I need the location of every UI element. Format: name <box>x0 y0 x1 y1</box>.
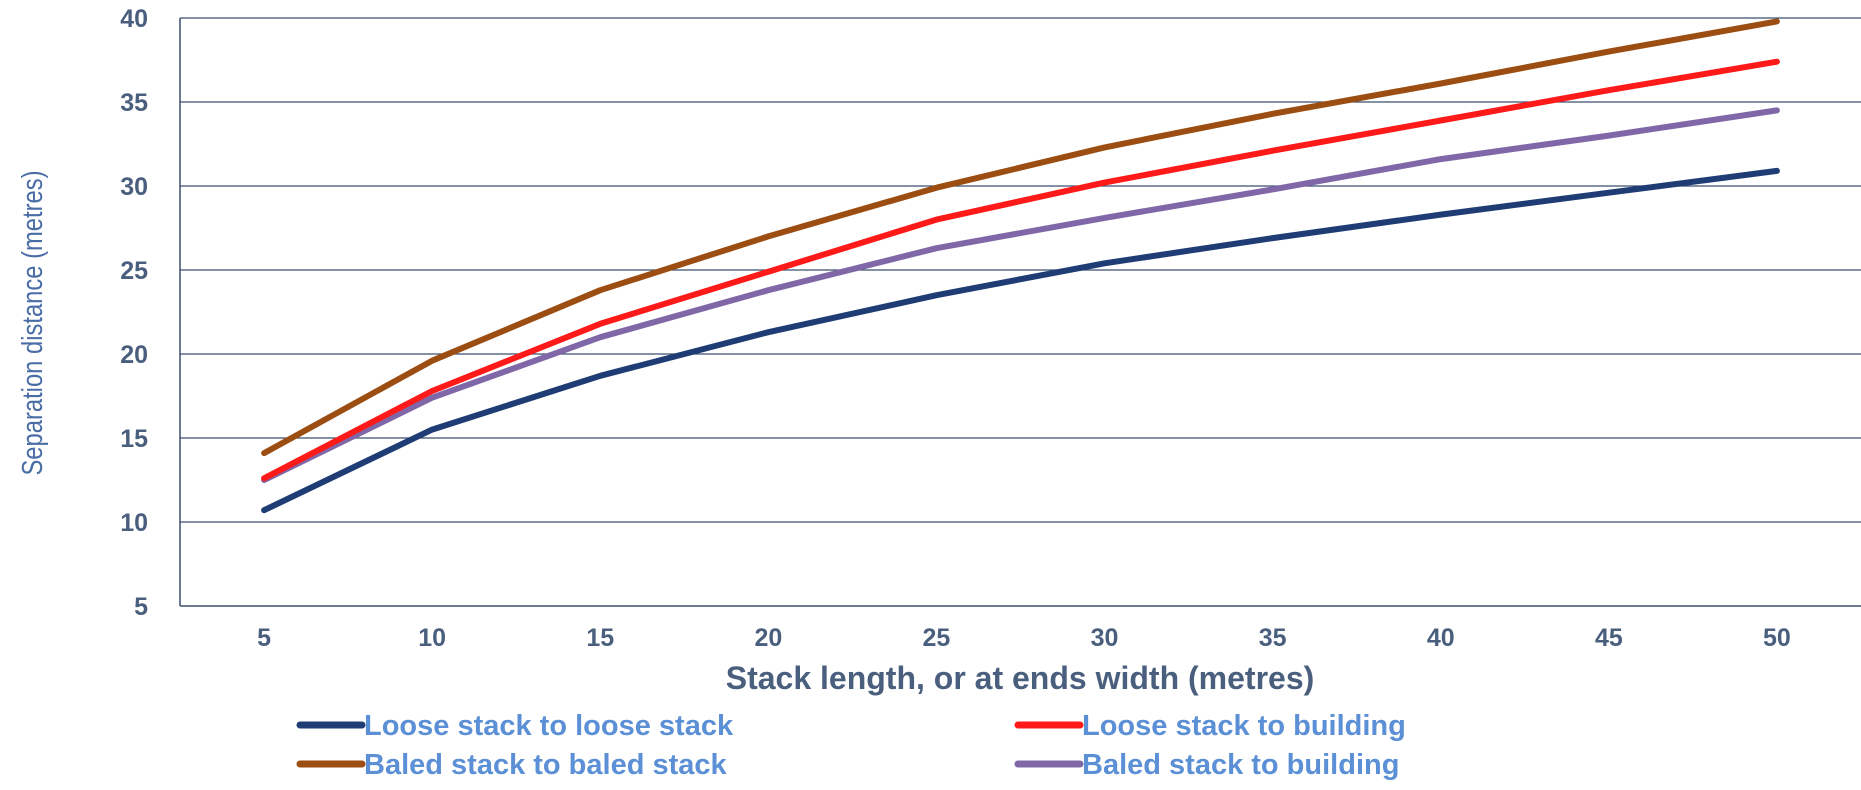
x-tick-label: 45 <box>1595 624 1623 652</box>
x-tick-label: 35 <box>1259 624 1287 652</box>
series-line-4 <box>261 107 1780 483</box>
x-tick-labels: 5 10 15 20 25 30 35 40 45 50 <box>257 624 1791 652</box>
legend-label: Loose stack to building <box>1082 710 1406 742</box>
x-tick-label: 40 <box>1427 624 1455 652</box>
x-tick-label: 30 <box>1091 624 1119 652</box>
y-tick-label: 10 <box>120 509 148 537</box>
series-line-1 <box>261 167 1780 514</box>
legend: Loose stack to loose stack Loose stack to… <box>296 710 1406 781</box>
y-tick-label: 25 <box>120 257 148 285</box>
y-tick-label: 30 <box>120 173 148 201</box>
legend-label: Baled stack to baled stack <box>364 749 728 781</box>
axes <box>179 18 1861 607</box>
series-line-2 <box>261 58 1780 482</box>
x-tick-label: 15 <box>586 624 614 652</box>
x-tick-label: 25 <box>923 624 951 652</box>
grid-lines <box>180 17 1861 523</box>
y-tick-labels: 5 10 15 20 25 30 35 40 <box>120 5 148 621</box>
y-tick-label: 5 <box>134 593 148 621</box>
series-line-3 <box>261 18 1780 457</box>
x-tick-label: 5 <box>257 624 271 652</box>
series-lines <box>261 18 1780 514</box>
y-tick-label: 35 <box>120 89 148 117</box>
x-tick-label: 20 <box>754 624 782 652</box>
y-tick-label: 15 <box>120 425 148 453</box>
y-tick-label: 20 <box>120 341 148 369</box>
x-axis-label: Stack length, or at ends width (metres) <box>726 660 1315 696</box>
y-axis-label: Separation distance (metres) <box>16 170 49 475</box>
x-tick-label: 10 <box>418 624 446 652</box>
legend-label: Loose stack to loose stack <box>364 710 734 742</box>
x-tick-label: 50 <box>1763 624 1791 652</box>
y-tick-label: 40 <box>120 5 148 33</box>
legend-label: Baled stack to building <box>1082 749 1399 781</box>
